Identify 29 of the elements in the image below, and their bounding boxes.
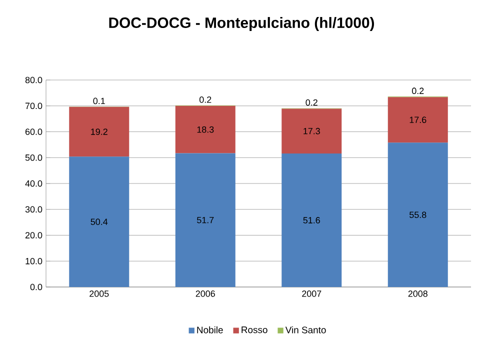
data-label: 51.6 (303, 217, 320, 224)
data-label: 50.4 (90, 218, 108, 225)
legend-label: Rosso (242, 326, 268, 334)
data-label: 17.3 (304, 128, 320, 134)
data-label: 0.2 (306, 99, 318, 106)
y-tick-label: 10.0 (26, 258, 42, 264)
x-tick-label: 2007 (302, 290, 322, 297)
data-label: 0.1 (93, 98, 105, 104)
data-label: 0.2 (412, 88, 424, 94)
y-tick-label: 40.0 (25, 180, 42, 187)
data-label: 17.6 (410, 116, 426, 124)
data-label: 55.8 (410, 212, 426, 218)
x-tick-label: 2006 (196, 290, 215, 297)
x-tick-label: 2005 (90, 290, 109, 297)
y-tick-label: 20.0 (25, 232, 42, 238)
y-tick-label: 80.0 (25, 76, 42, 84)
legend-label: Vin Santo (285, 326, 326, 334)
data-label: 19.2 (91, 128, 108, 135)
y-tick-label: 60.0 (25, 128, 42, 135)
y-tick-label: 30.0 (25, 206, 42, 213)
y-tick-label: 50.0 (25, 154, 42, 161)
y-tick-label: 70.0 (25, 102, 42, 110)
data-label: 0.2 (199, 96, 212, 103)
data-label: 18.3 (197, 126, 214, 133)
legend-label: Nobile (197, 326, 223, 334)
data-label: 51.7 (197, 216, 214, 224)
chart-title: DOC-DOCG - Montepulciano (hl/1000) (109, 17, 374, 31)
x-tick-label: 2008 (408, 290, 428, 297)
y-tick-label: 0.0 (30, 284, 42, 290)
